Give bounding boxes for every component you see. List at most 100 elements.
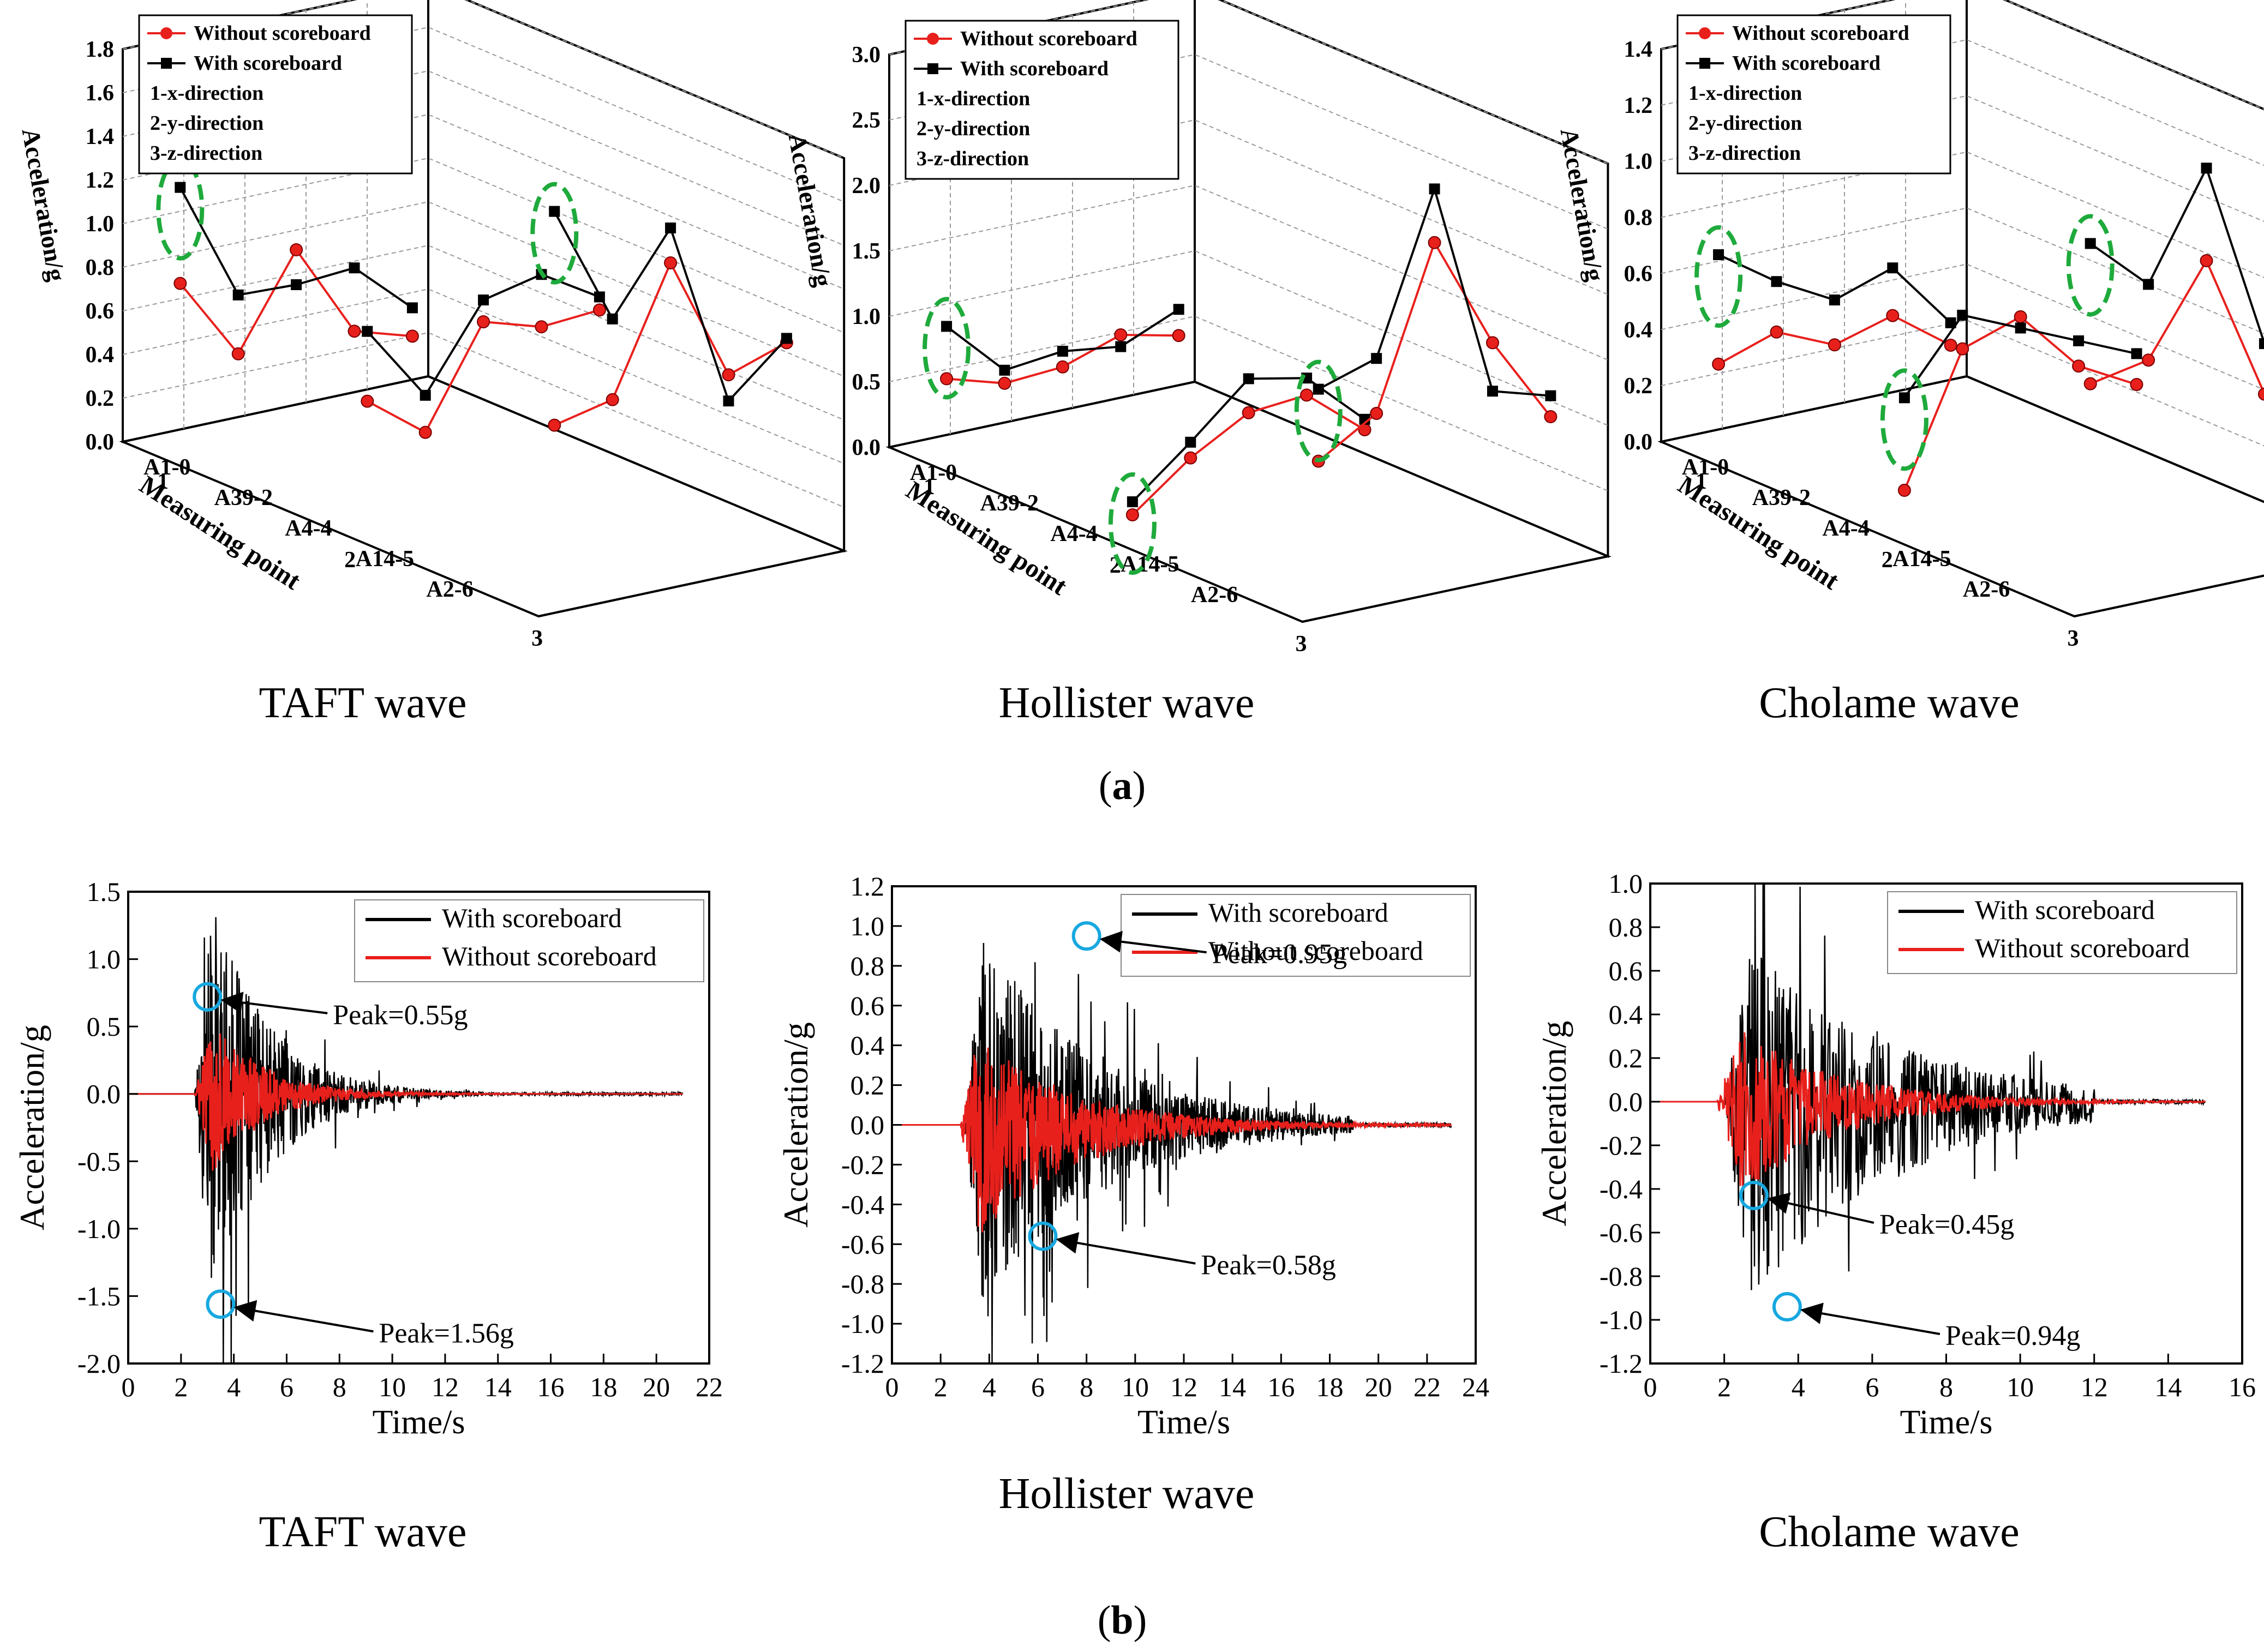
- measuring-point-label: A2-6: [1963, 577, 2010, 602]
- legend-marker: [927, 33, 939, 45]
- peak-annotation: Peak=0.94g: [1945, 1320, 2080, 1351]
- measuring-point-label: A1-0: [143, 455, 190, 480]
- direction-tick-label: 3: [2068, 626, 2079, 651]
- data-point-without: [2083, 377, 2097, 391]
- x-tick-label: 2: [1717, 1372, 1731, 1402]
- legend-entry: With scoreboard: [194, 52, 342, 75]
- data-point-with: [1057, 346, 1068, 357]
- data-point-with: [291, 279, 302, 290]
- panels: 0.0 0.2 0.4 0.6 0.8 1.0 1.2 1.4 1.6 1.8 Accelerati…: [13, 0, 2264, 1556]
- measuring-point-label: A1-0: [910, 460, 957, 485]
- y-tick-label: 1.2: [851, 871, 885, 902]
- panel-3d-3: 0.0 0.2 0.4 0.6 0.8 1.0 1.2 1.4 Acceleration/g A1…: [1555, 0, 2264, 727]
- y-tick-label: 0.5: [87, 1011, 121, 1042]
- x-tick-label: 2: [174, 1372, 188, 1402]
- y-tick-label: 0.0: [1609, 1086, 1643, 1117]
- y-axis-label: Acceleration/g: [13, 1025, 51, 1230]
- legend-box: [905, 20, 1179, 180]
- x-tick-label: 0: [885, 1372, 899, 1402]
- y-tick-label: 2.0: [852, 173, 881, 199]
- panel-caption: Hollister wave: [999, 679, 1255, 727]
- grid-line: [1661, 39, 2264, 166]
- legend-marker: [161, 58, 172, 69]
- data-point-with: [1371, 353, 1382, 364]
- data-point-with: [2259, 338, 2264, 350]
- y-tick-label: -0.2: [841, 1149, 884, 1180]
- y-tick-label: 0.4: [851, 1030, 885, 1061]
- y-tick-label: 0.8: [851, 951, 885, 981]
- legend-entry: 2-y-direction: [1688, 112, 1802, 135]
- legend-entry: With scoreboard: [1208, 897, 1388, 928]
- y-axis-label: Acceleration/g: [783, 131, 837, 289]
- direction-tick-label: 2: [1882, 548, 1893, 573]
- series-line: [2089, 165, 2264, 345]
- data-point-with: [362, 326, 373, 337]
- data-point-without: [1886, 309, 1900, 322]
- direction-tick-label: 1: [1696, 469, 1707, 494]
- legend-marker: [1699, 27, 1711, 39]
- x-tick-label: 14: [484, 1372, 512, 1402]
- x-tick-label: 16: [537, 1372, 565, 1402]
- legend-entry: With scoreboard: [960, 57, 1109, 80]
- y-tick-label: 1.4: [1624, 37, 1653, 62]
- data-point-without: [940, 372, 954, 386]
- grid-line: [122, 332, 844, 508]
- data-point-with: [781, 333, 792, 344]
- panel-timehistory-2: 0 2 4 6 8 10 12 14 16 18 20 22 24-1.2-1.0-0.8-0.6-0.…: [776, 871, 1489, 1518]
- back-wall: [1194, 0, 1609, 558]
- data-point-without: [405, 329, 419, 343]
- direction-tick-label: 3: [531, 626, 543, 651]
- highlight-ellipse: [156, 158, 205, 261]
- legend-entry: With scoreboard: [1732, 52, 1880, 75]
- x-tick-label: 8: [1080, 1372, 1093, 1402]
- data-point-without: [1770, 325, 1783, 339]
- data-point-without: [1428, 236, 1441, 249]
- peak-circle: [193, 982, 223, 1012]
- x-tick-label: 6: [1865, 1372, 1879, 1402]
- data-point-with: [1829, 295, 1840, 305]
- data-point-without: [1828, 338, 1841, 352]
- measuring-point-label: A39-2: [1752, 485, 1811, 510]
- y-tick-label: 1.0: [851, 911, 885, 941]
- legend-entry: Without scoreboard: [1208, 935, 1423, 966]
- grid-line: [1661, 320, 2264, 447]
- grid-line: [122, 0, 844, 159]
- x-tick-label: 24: [1462, 1372, 1489, 1402]
- data-point-with: [1945, 317, 1956, 328]
- legend-entry: Without scoreboard: [1732, 22, 1909, 45]
- y-tick-label: 0.8: [86, 255, 115, 280]
- peak-annotation: Peak=1.56g: [379, 1318, 513, 1349]
- grid-line: [889, 0, 1608, 164]
- x-tick-label: 10: [379, 1372, 406, 1402]
- data-point-with: [420, 389, 431, 401]
- legend-entry: 1-x-direction: [150, 82, 263, 105]
- y-tick-label: 0.6: [86, 299, 115, 324]
- part-b-label: (b): [1098, 1598, 1147, 1643]
- legend-box: [1121, 894, 1471, 977]
- grid-line: [1661, 0, 2264, 110]
- data-point-without: [2200, 254, 2213, 267]
- data-point-with: [406, 302, 418, 314]
- data-point-with: [1429, 183, 1440, 195]
- panel-3d-2: 0.0 0.5 1.0 1.5 2.0 2.5 3.0 Acceleration/g A1-0 A…: [783, 0, 1612, 727]
- data-point-without: [1184, 451, 1197, 465]
- peak-arrow: [233, 1300, 374, 1333]
- grid-line: [889, 119, 1608, 295]
- peak-circle: [1739, 1181, 1769, 1210]
- measuring-point-label: A1-0: [1682, 455, 1729, 480]
- legend-box: [1676, 14, 1951, 175]
- y-tick-label: -0.6: [1600, 1217, 1643, 1248]
- data-point-with: [2201, 163, 2212, 174]
- y-axis-label: Acceleration/g: [1555, 126, 1609, 283]
- grid-line: [122, 70, 844, 246]
- panel-caption: Cholame wave: [1759, 679, 2020, 727]
- data-point-with: [1887, 262, 1898, 274]
- grid-line: [122, 244, 844, 420]
- y-tick-label: 0.5: [852, 370, 881, 395]
- series-line: [1317, 239, 1552, 462]
- peak-arrow: [1800, 1302, 1940, 1335]
- data-point-without: [1486, 336, 1499, 350]
- direction-tick-label: 3: [1296, 632, 1307, 657]
- measuring-point-label: A14-5: [356, 546, 414, 572]
- x-tick-label: 20: [643, 1372, 670, 1402]
